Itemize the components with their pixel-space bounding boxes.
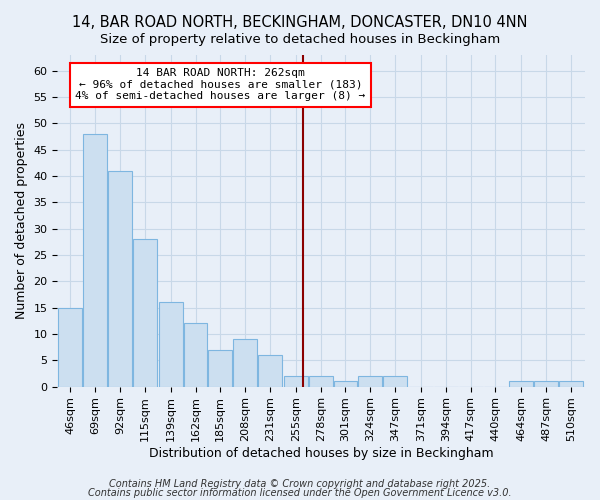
Bar — [83, 134, 107, 386]
Bar — [334, 382, 358, 386]
Text: 14, BAR ROAD NORTH, BECKINGHAM, DONCASTER, DN10 4NN: 14, BAR ROAD NORTH, BECKINGHAM, DONCASTE… — [72, 15, 528, 30]
Bar — [559, 382, 583, 386]
Bar — [509, 382, 533, 386]
Bar — [258, 355, 282, 386]
Bar — [358, 376, 382, 386]
Bar — [383, 376, 407, 386]
Bar — [284, 376, 308, 386]
X-axis label: Distribution of detached houses by size in Beckingham: Distribution of detached houses by size … — [149, 447, 494, 460]
Bar — [133, 239, 157, 386]
Text: Contains HM Land Registry data © Crown copyright and database right 2025.: Contains HM Land Registry data © Crown c… — [109, 479, 491, 489]
Bar — [159, 302, 182, 386]
Bar — [108, 171, 132, 386]
Text: 14 BAR ROAD NORTH: 262sqm
← 96% of detached houses are smaller (183)
4% of semi-: 14 BAR ROAD NORTH: 262sqm ← 96% of detac… — [75, 68, 365, 102]
Bar — [233, 339, 257, 386]
Text: Size of property relative to detached houses in Beckingham: Size of property relative to detached ho… — [100, 32, 500, 46]
Y-axis label: Number of detached properties: Number of detached properties — [15, 122, 28, 320]
Text: Contains public sector information licensed under the Open Government Licence v3: Contains public sector information licen… — [88, 488, 512, 498]
Bar — [58, 308, 82, 386]
Bar — [184, 324, 208, 386]
Bar — [534, 382, 558, 386]
Bar — [309, 376, 332, 386]
Bar — [208, 350, 232, 387]
